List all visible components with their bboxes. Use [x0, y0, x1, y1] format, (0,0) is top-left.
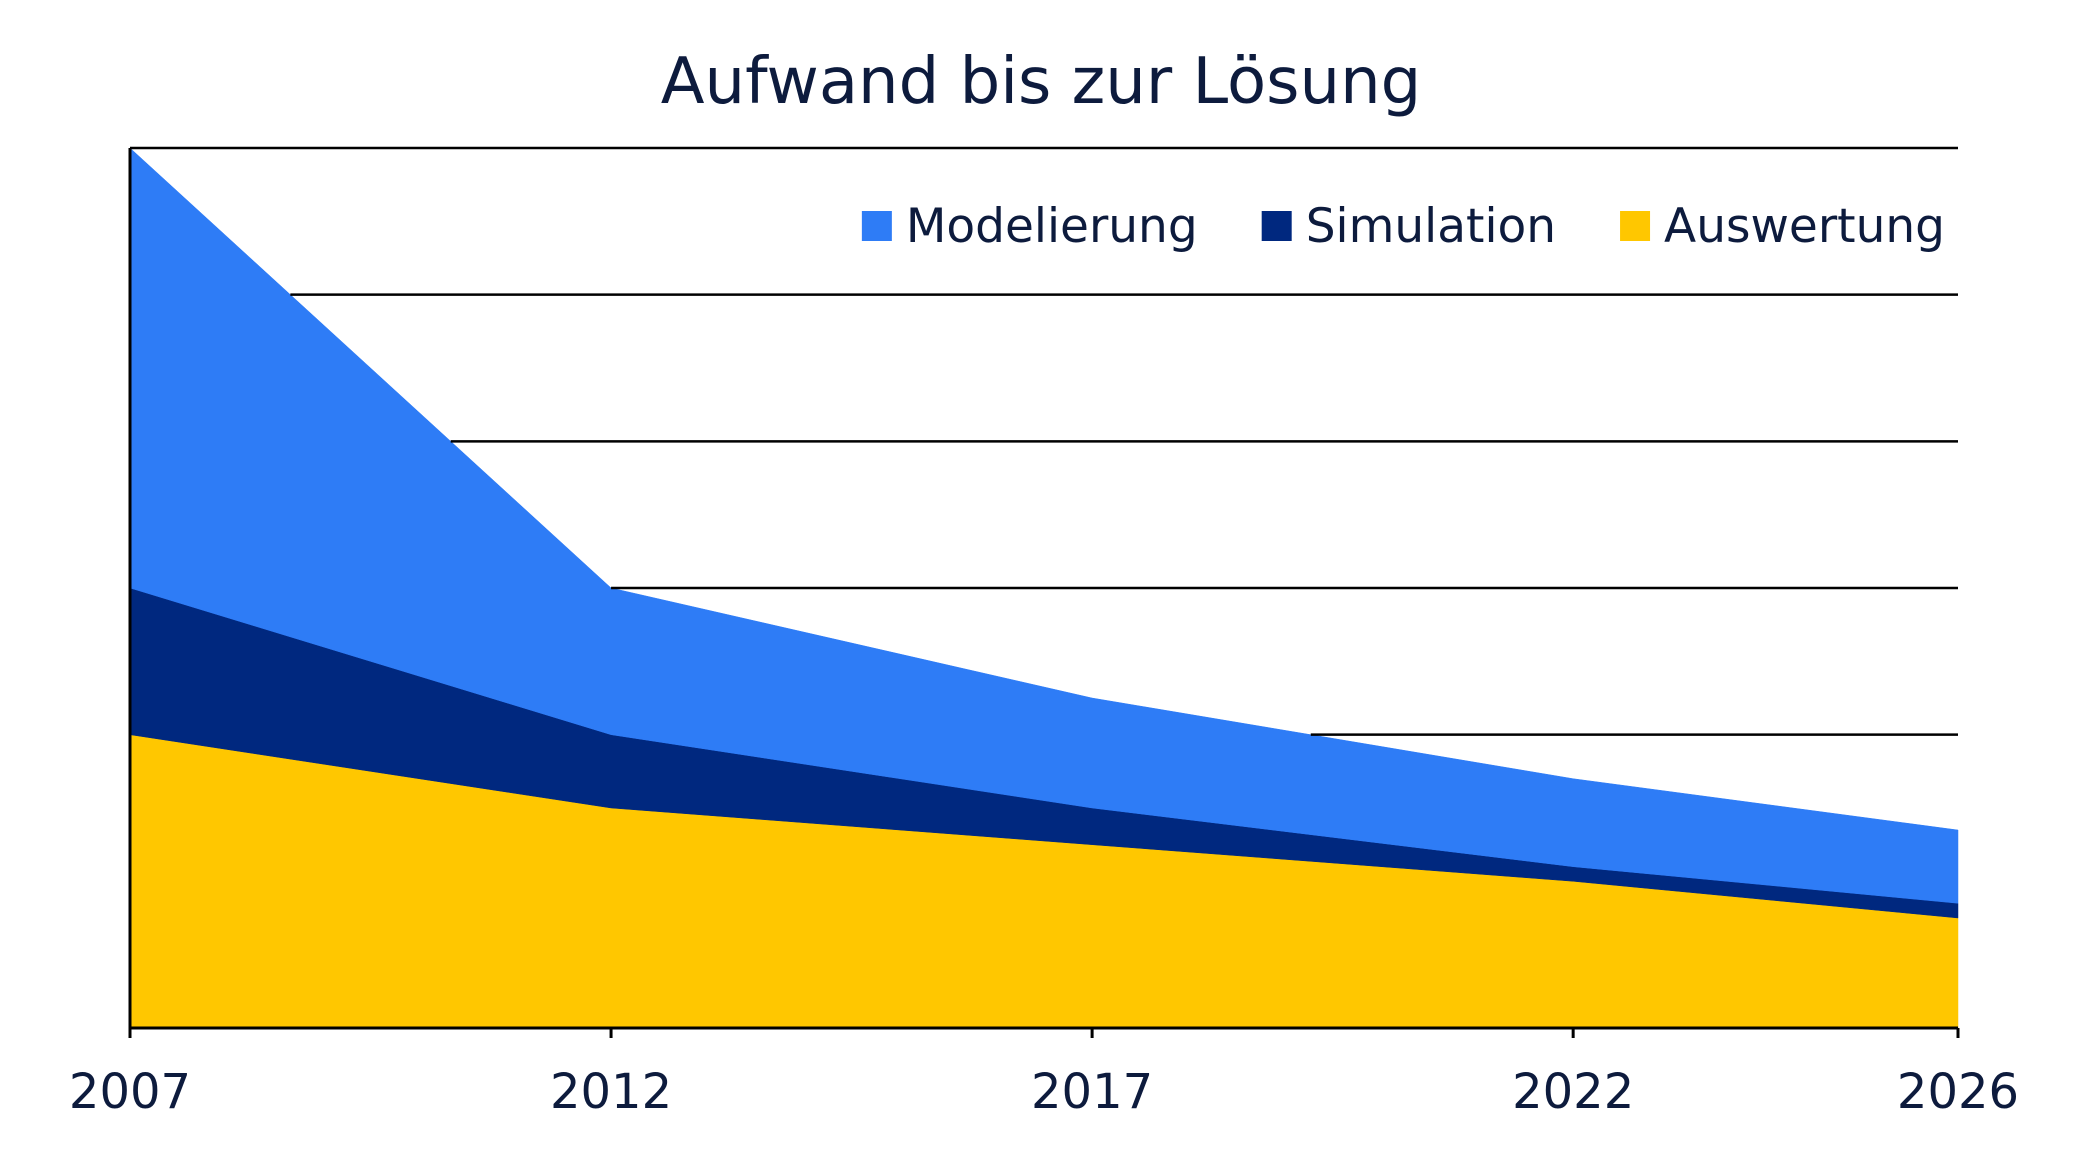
legend-label-modelierung: Modelierung — [906, 199, 1198, 254]
x-tick-label-2017: 2017 — [1031, 1064, 1153, 1120]
chart-title: Aufwand bis zur Lösung — [661, 45, 1422, 119]
legend-item-modelierung: Modelierung — [861, 199, 1198, 254]
legend-swatch-simulation — [1261, 211, 1292, 241]
legend-swatch-modelierung — [861, 211, 892, 241]
area-series-modelierung — [129, 147, 1959, 904]
axis-layer: 2007 2012 2017 2022 2026 — [69, 148, 2019, 1120]
legend: Modelierung Simulation Auswertung — [861, 199, 1945, 254]
x-tick-label-2007: 2007 — [69, 1064, 191, 1120]
legend-label-simulation: Simulation — [1306, 199, 1556, 254]
legend-swatch-auswertung — [1620, 211, 1651, 241]
legend-item-auswertung: Auswertung — [1620, 199, 1945, 254]
legend-item-simulation: Simulation — [1261, 199, 1556, 254]
legend-label-auswertung: Auswertung — [1664, 199, 1945, 254]
grid-layer — [130, 146, 1958, 736]
x-tick-label-2022: 2022 — [1512, 1064, 1634, 1120]
x-tick-label-2012: 2012 — [550, 1064, 672, 1120]
x-tick-label-2026: 2026 — [1897, 1064, 2019, 1120]
